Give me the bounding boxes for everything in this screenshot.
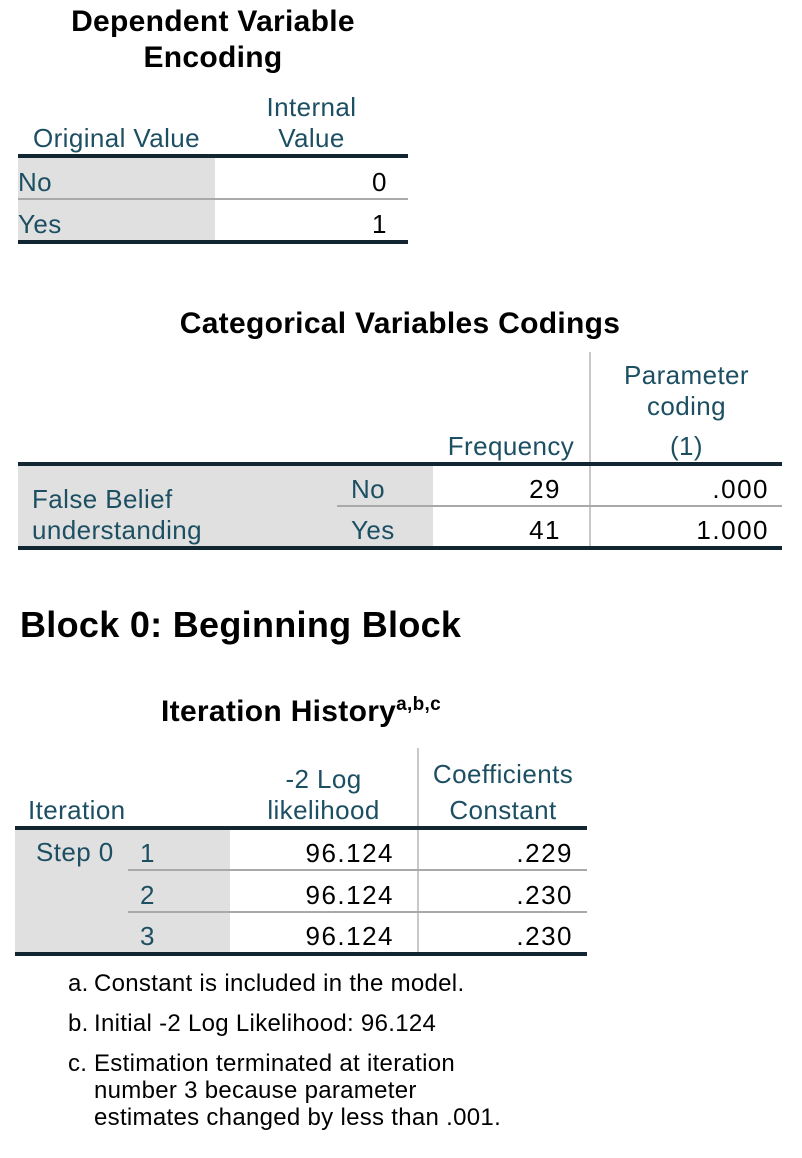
parameter-coding-cell: 1.000 bbox=[589, 506, 782, 550]
iteration-number-cell: 2 bbox=[128, 870, 231, 913]
footnote-b: b. Initial -2 Log Likelihood: 96.124 bbox=[68, 1010, 628, 1037]
iteration-history-table: Iteration -2 Log likelihood Coefficients… bbox=[15, 748, 588, 956]
table-row: Step 0 1 96.124 .229 bbox=[15, 828, 588, 956]
empty-header-cell bbox=[18, 352, 433, 424]
category-label-yes: Yes bbox=[337, 506, 433, 550]
categorical-variables-codings-title: Categorical Variables Codings bbox=[179, 307, 621, 340]
parameter-coding-cell: .000 bbox=[589, 464, 782, 507]
footnote-text: Initial -2 Log Likelihood: 96.124 bbox=[94, 1010, 437, 1037]
log-likelihood-cell: 96.124 bbox=[230, 912, 419, 956]
row-label-no: No bbox=[18, 156, 215, 200]
log-likelihood-cell: 96.124 bbox=[230, 870, 419, 913]
iteration-history-title-text: Iteration History bbox=[161, 695, 397, 728]
block-0-heading: Block 0: Beginning Block bbox=[20, 604, 462, 645]
iteration-history-title: Iteration Historya,b,c bbox=[15, 694, 587, 730]
iteration-number-cell: 1 bbox=[128, 828, 231, 871]
row-label-false-belief-understanding: False Belief understanding bbox=[18, 464, 337, 550]
table-row: Yes 41 1.000 bbox=[18, 506, 782, 550]
constant-cell: .230 bbox=[417, 912, 588, 956]
original-value-column-header: Original Value bbox=[18, 92, 215, 158]
dependent-variable-encoding-section: Dependent Variable Encoding Original Val… bbox=[18, 0, 408, 244]
internal-value-cell: 1 bbox=[215, 199, 408, 244]
empty-header-cell bbox=[18, 424, 433, 466]
empty-header-cell bbox=[433, 352, 590, 424]
table-header-row: Parameter coding bbox=[18, 352, 782, 424]
table-row: No 0 bbox=[18, 156, 408, 200]
parameter-coding-column-header: Parameter coding bbox=[589, 352, 782, 424]
table-row: 3 96.124 .230 bbox=[15, 912, 588, 956]
table-row: 2 96.124 .230 bbox=[15, 870, 588, 913]
step-0-row-label: Step 0 bbox=[15, 828, 128, 956]
footnote-text: Constant is included in the model. bbox=[94, 970, 465, 997]
dependent-variable-encoding-table: Original Value Internal Value No 0 Yes 1 bbox=[18, 92, 408, 244]
table-row: False Belief understanding No 29 .000 bbox=[18, 464, 782, 550]
frequency-cell: 29 bbox=[433, 464, 590, 507]
table-header-row: Original Value Internal Value bbox=[18, 92, 408, 158]
footnote-c: c. Estimation terminated at iteration nu… bbox=[68, 1050, 628, 1131]
table-footnotes: a. Constant is included in the model. b.… bbox=[68, 970, 628, 1131]
log-likelihood-column-header: -2 Log likelihood bbox=[230, 748, 419, 830]
frequency-cell: 41 bbox=[433, 506, 590, 550]
category-label-no: No bbox=[337, 464, 433, 507]
constant-column-header: Constant bbox=[417, 790, 588, 830]
internal-value-cell: 0 bbox=[215, 156, 408, 200]
frequency-column-header: Frequency bbox=[433, 424, 590, 466]
log-likelihood-cell: 96.124 bbox=[230, 828, 419, 871]
footnote-marker: b. bbox=[68, 1010, 89, 1037]
table-row: Yes 1 bbox=[18, 199, 408, 244]
parameter-coding-sub-header: (1) bbox=[589, 424, 782, 466]
internal-value-column-header: Internal Value bbox=[215, 92, 408, 158]
footnote-a: a. Constant is included in the model. bbox=[68, 970, 628, 997]
constant-cell: .229 bbox=[417, 828, 588, 871]
constant-cell: .230 bbox=[417, 870, 588, 913]
footnote-marker: a. bbox=[68, 970, 89, 997]
iteration-column-header: Iteration bbox=[15, 748, 231, 830]
row-label-yes: Yes bbox=[18, 199, 215, 244]
table-header-row: Frequency (1) bbox=[18, 424, 782, 466]
iteration-number-cell: 3 bbox=[128, 912, 231, 956]
coefficients-spanner-header: Coefficients bbox=[417, 748, 588, 790]
categorical-variables-codings-section: Categorical Variables Codings Parameter … bbox=[18, 306, 782, 550]
footnote-marker: c. bbox=[68, 1050, 88, 1077]
table-header-row: Constant bbox=[15, 790, 588, 830]
footnote-text: Estimation terminated at iteration numbe… bbox=[94, 1050, 502, 1131]
iteration-history-footnote-refs: a,b,c bbox=[396, 694, 441, 715]
categorical-variables-codings-table: Parameter coding Frequency (1) False Bel… bbox=[18, 352, 782, 550]
dependent-variable-encoding-title: Dependent Variable Encoding bbox=[71, 5, 355, 74]
table-header-row: Iteration -2 Log likelihood Coefficients bbox=[15, 748, 588, 830]
iteration-history-section: Iteration Historya,b,c Iteration -2 Log … bbox=[15, 694, 588, 1131]
